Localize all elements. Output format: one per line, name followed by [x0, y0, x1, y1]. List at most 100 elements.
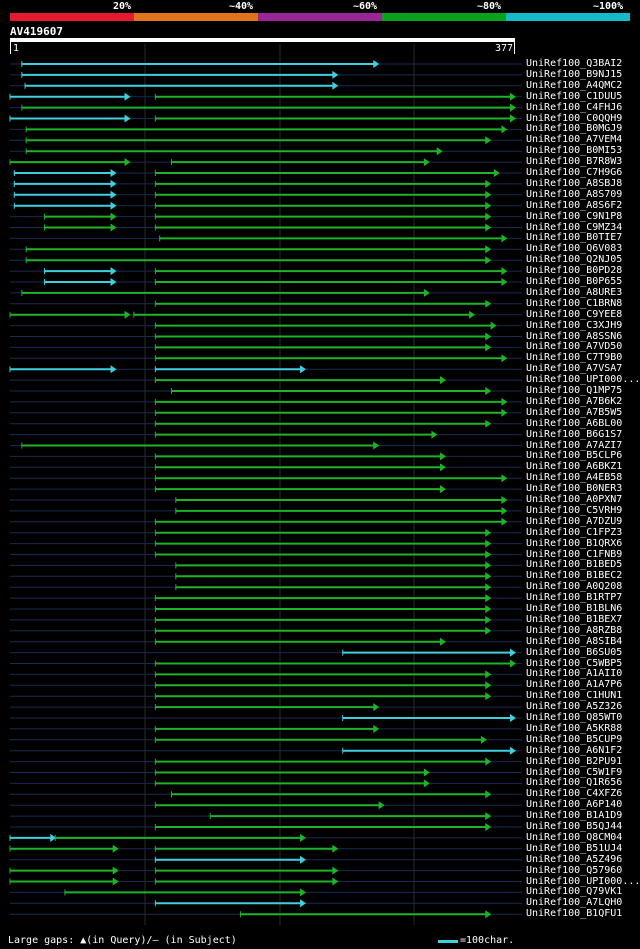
hit-label[interactable]: UniRef100_A6BL00	[526, 417, 623, 429]
hit-label[interactable]: UniRef100_A7LQH0	[526, 897, 623, 909]
hit-label[interactable]: UniRef100_A8RZB8	[526, 624, 623, 636]
hit-label[interactable]: UniRef100_C1HUN1	[526, 690, 623, 702]
hit-label[interactable]: UniRef100_A0Q208	[526, 581, 623, 593]
segment-end-arrow	[485, 245, 492, 254]
segment-end-arrow	[110, 212, 117, 221]
segment-end-arrow	[485, 223, 492, 232]
hit-label[interactable]: UniRef100_C5W1F9	[526, 766, 623, 778]
legend-bar-20	[10, 13, 134, 21]
hit-label[interactable]: UniRef100_B1QFU1	[526, 908, 623, 920]
hit-label[interactable]: UniRef100_B2PU91	[526, 755, 623, 767]
hit-label[interactable]: UniRef100_A7VD50	[526, 341, 623, 353]
hit-label[interactable]: UniRef100_B0MI53	[526, 145, 623, 157]
segment-end-arrow	[501, 354, 508, 363]
hit-label[interactable]: UniRef100_Q8CM04	[526, 831, 623, 843]
hit-label[interactable]: UniRef100_A7B6K2	[526, 395, 623, 407]
hit-label[interactable]: UniRef100_B6SU05	[526, 646, 623, 658]
segment-end-arrow	[485, 583, 492, 592]
hit-label[interactable]: UniRef100_A0PXN7	[526, 494, 623, 505]
hit-label[interactable]: UniRef100_C1BRN8	[526, 297, 623, 309]
hit-label[interactable]: UniRef100_A4QMC2	[526, 79, 623, 91]
hit-label[interactable]: UniRef100_Q1MP75	[526, 385, 623, 396]
scale-label: =100char.	[460, 935, 515, 946]
hit-label[interactable]: UniRef100_A8S6F2	[526, 199, 623, 211]
hit-label[interactable]: UniRef100_C4XFZ6	[526, 788, 623, 800]
hit-label[interactable]: UniRef100_C3XJH9	[526, 319, 623, 331]
hit-label[interactable]: UniRef100_B1RTP7	[526, 592, 623, 604]
segment-end-arrow	[501, 278, 508, 286]
segment-end-arrow	[300, 833, 307, 842]
hit-label[interactable]: UniRef100_A8S709	[526, 188, 623, 200]
hit-label[interactable]: UniRef100_A1AII0	[526, 668, 623, 680]
hit-label[interactable]: UniRef100_A8SSN6	[526, 330, 623, 342]
hit-label[interactable]: UniRef100_B1BED5	[526, 559, 623, 571]
segment-end-arrow	[373, 441, 380, 450]
hit-label[interactable]: UniRef100_B0TIE7	[526, 232, 623, 244]
hit-label[interactable]: UniRef100_B5CUP9	[526, 733, 623, 745]
segment-end-arrow	[110, 267, 117, 276]
segment-end-arrow	[423, 288, 430, 297]
hit-label[interactable]: UniRef100_C1DUU5	[526, 90, 623, 102]
legend-label-80: ~80%	[477, 1, 502, 12]
hit-label[interactable]: UniRef100_Q79VK1	[526, 886, 623, 898]
hit-label[interactable]: UniRef100_A7VEM4	[526, 134, 623, 146]
hit-label[interactable]: UniRef100_UPI000...	[526, 875, 640, 887]
hit-label[interactable]: UniRef100_C7T9B0	[526, 352, 623, 364]
hit-label[interactable]: UniRef100_C7H9G6	[526, 167, 623, 178]
hit-label[interactable]: UniRef100_C5WBP5	[526, 657, 623, 669]
hit-label[interactable]: UniRef100_B9NJ15	[526, 68, 623, 80]
hit-label[interactable]: UniRef100_B5CLP6	[526, 450, 623, 462]
hit-label[interactable]: UniRef100_C1FNB9	[526, 548, 623, 560]
hit-label[interactable]: UniRef100_A6P140	[526, 799, 623, 811]
hit-label[interactable]: UniRef100_B1BEX7	[526, 613, 623, 625]
hit-label[interactable]: UniRef100_B0PD28	[526, 265, 623, 277]
hit-label[interactable]: UniRef100_C1FPZ3	[526, 526, 623, 538]
hit-label[interactable]: UniRef100_B6G1S7	[526, 428, 623, 440]
hit-label[interactable]: UniRef100_B1A1D9	[526, 810, 623, 822]
hit-label[interactable]: UniRef100_C4FHJ6	[526, 101, 623, 113]
segment-end-arrow	[436, 147, 443, 156]
hit-label[interactable]: UniRef100_B0P655	[526, 276, 623, 287]
hit-label[interactable]: UniRef100_C9YEE8	[526, 308, 623, 320]
segment-end-arrow	[485, 528, 492, 537]
hit-label[interactable]: UniRef100_A8SIB4	[526, 635, 623, 647]
hit-label[interactable]: UniRef100_A6BKZ1	[526, 461, 623, 473]
hit-label[interactable]: UniRef100_Q85WT0	[526, 712, 623, 723]
hit-label[interactable]: UniRef100_Q2NJ05	[526, 254, 623, 266]
hit-label[interactable]: UniRef100_C9MZ34	[526, 221, 623, 233]
hit-label[interactable]: UniRef100_B0NER3	[526, 483, 623, 495]
hit-label[interactable]: UniRef100_Q3BAI2	[526, 58, 623, 69]
segment-end-arrow	[510, 92, 516, 101]
hit-label[interactable]: UniRef100_A8URE3	[526, 286, 623, 298]
hit-label[interactable]: UniRef100_A1A7P6	[526, 679, 623, 691]
hit-label[interactable]: UniRef100_C9N1P8	[526, 210, 623, 222]
hit-label[interactable]: UniRef100_B0MGJ9	[526, 123, 623, 135]
hit-label[interactable]: UniRef100_B1BEC2	[526, 570, 623, 582]
hit-label[interactable]: UniRef100_B7R8W3	[526, 156, 623, 168]
hit-label[interactable]: UniRef100_A6N1F2	[526, 744, 623, 756]
hit-label[interactable]: UniRef100_UPI000...	[526, 374, 640, 386]
hit-label[interactable]: UniRef100_A4EB58	[526, 472, 623, 484]
hit-label[interactable]: UniRef100_Q57960	[526, 864, 623, 876]
hit-label[interactable]: UniRef100_A5Z326	[526, 701, 623, 713]
hit-label[interactable]: UniRef100_B1BLN6	[526, 603, 623, 614]
segment-end-arrow	[485, 692, 492, 701]
hit-label[interactable]: UniRef100_A5KR88	[526, 722, 623, 734]
hit-label[interactable]: UniRef100_C0QQH9	[526, 112, 623, 124]
hit-label[interactable]: UniRef100_B51UJ4	[526, 842, 623, 854]
hit-label[interactable]: UniRef100_A7AZI7	[526, 439, 623, 451]
hit-label[interactable]: UniRef100_A8SBJ8	[526, 177, 623, 189]
segment-end-arrow	[485, 681, 492, 690]
legend-bar-60	[258, 13, 382, 21]
hit-label[interactable]: UniRef100_B5QJ44	[526, 821, 623, 832]
hit-label[interactable]: UniRef100_A7VSA7	[526, 363, 623, 375]
segment-end-arrow	[501, 517, 508, 526]
legend-bar-100	[506, 13, 630, 21]
hit-label[interactable]: UniRef100_Q1R656	[526, 777, 623, 789]
hit-label[interactable]: UniRef100_B1QRX6	[526, 537, 623, 549]
hit-label[interactable]: UniRef100_A7B5W5	[526, 406, 623, 418]
hit-label[interactable]: UniRef100_C5VRH9	[526, 504, 623, 516]
hit-label[interactable]: UniRef100_A5Z496	[526, 853, 623, 865]
hit-label[interactable]: UniRef100_Q6V083	[526, 243, 623, 255]
hit-label[interactable]: UniRef100_A7DZU9	[526, 515, 623, 527]
